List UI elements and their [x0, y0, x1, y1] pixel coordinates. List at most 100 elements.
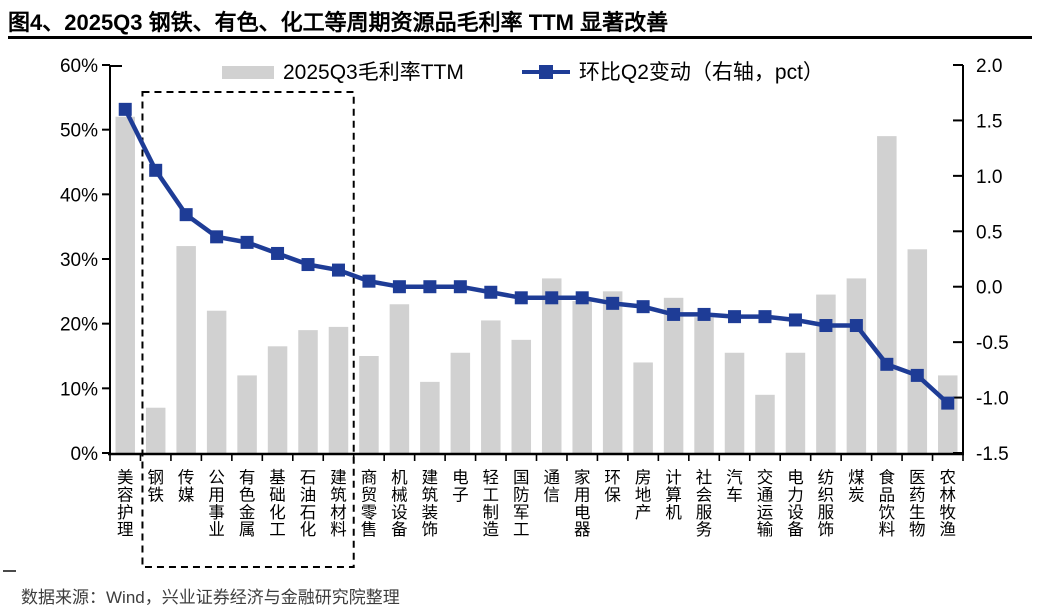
x-label-家用电器: 电 — [574, 503, 591, 522]
line-marker-房地产 — [636, 300, 650, 314]
bar-房地产 — [633, 362, 653, 453]
line-marker-钢铁 — [149, 163, 163, 177]
x-label-建筑材料: 材 — [330, 503, 347, 522]
x-label-电力设备: 备 — [787, 520, 804, 539]
line-marker-美容护理 — [118, 102, 132, 116]
line-marker-电力设备 — [788, 313, 802, 327]
x-label-石油石化: 化 — [300, 520, 317, 539]
x-label-农林牧渔: 农 — [940, 468, 957, 487]
x-label-建筑装饰: 饰 — [422, 520, 439, 539]
bar-电子 — [450, 352, 471, 453]
line-marker-公用事业 — [210, 230, 224, 244]
bar-家用电器 — [572, 301, 592, 453]
line-marker-商贸零售 — [362, 274, 376, 288]
x-label-石油石化: 石 — [300, 469, 317, 487]
x-label-交通运输: 通 — [757, 485, 774, 504]
x-label-美容护理: 护 — [117, 503, 134, 522]
bar-钢铁 — [145, 407, 166, 453]
bar-美容护理 — [115, 116, 135, 453]
x-label-国防军工: 国 — [513, 469, 530, 487]
line-marker-交通运输 — [758, 310, 772, 324]
figure-title: 图4、2025Q3 钢铁、有色、化工等周期资源品毛利率 TTM 显著改善 — [8, 10, 669, 35]
x-label-轻工制造: 工 — [483, 486, 500, 504]
x-label-交通运输: 交 — [757, 468, 774, 487]
x-label-社会服务: 社 — [696, 468, 713, 487]
line-marker-计算机 — [667, 307, 681, 321]
legend-line-marker-icon — [538, 65, 553, 79]
x-label-基础化工: 工 — [269, 521, 286, 539]
x-label-医药生物: 物 — [909, 520, 926, 539]
x-label-农林牧渔: 渔 — [940, 520, 957, 539]
left-tick-label: 40% — [60, 185, 98, 206]
line-marker-环保 — [606, 296, 620, 310]
right-tick-label: -1.0 — [976, 389, 1009, 410]
x-label-机械设备: 备 — [391, 520, 408, 539]
right-tick-label: 2.0 — [976, 56, 1002, 77]
legend-line-label: 环比Q2变动（右轴，pct） — [578, 60, 824, 84]
x-label-煤炭: 煤 — [848, 468, 865, 487]
line-marker-社会服务 — [697, 307, 711, 321]
x-label-农林牧渔: 林 — [940, 485, 957, 504]
line-marker-农林牧渔 — [941, 396, 955, 410]
bar-机械设备 — [389, 304, 410, 453]
title-underline — [8, 36, 1032, 39]
x-label-建筑装饰: 筑 — [422, 485, 439, 504]
x-label-商贸零售: 售 — [361, 520, 378, 539]
line-marker-电子 — [453, 280, 467, 294]
bar-医药生物 — [907, 249, 928, 453]
x-label-石油石化: 石 — [300, 504, 317, 522]
right-tick-label: 0.5 — [976, 222, 1002, 243]
line-marker-机械设备 — [392, 280, 406, 294]
bar-商贸零售 — [359, 356, 379, 453]
x-label-医药生物: 药 — [909, 485, 926, 504]
x-label-环保: 保 — [604, 485, 621, 504]
legend-bar-label: 2025Q3毛利率TTM — [283, 60, 464, 84]
x-label-商贸零售: 零 — [361, 504, 378, 522]
x-label-食品饮料: 料 — [879, 520, 896, 539]
x-label-公用事业: 用 — [208, 486, 225, 504]
x-label-煤炭: 炭 — [848, 485, 865, 504]
x-label-房地产: 房 — [635, 468, 652, 487]
x-label-电子: 子 — [452, 486, 469, 504]
x-label-家用电器: 用 — [574, 486, 591, 504]
x-label-房地产: 地 — [635, 485, 652, 504]
x-label-食品饮料: 品 — [879, 486, 896, 504]
x-label-基础化工: 础 — [269, 485, 286, 504]
line-marker-家用电器 — [575, 291, 589, 305]
bar-食品饮料 — [877, 136, 897, 453]
x-label-建筑装饰: 建 — [422, 468, 439, 487]
x-label-农林牧渔: 牧 — [940, 503, 957, 522]
bar-传媒 — [176, 246, 196, 453]
line-marker-纺织服饰 — [819, 319, 833, 333]
line-marker-食品饮料 — [880, 357, 894, 371]
bar-石油石化 — [298, 330, 318, 453]
x-label-纺织服饰: 织 — [818, 485, 835, 504]
bar-交通运输 — [755, 394, 775, 453]
x-label-计算机: 算 — [665, 485, 682, 504]
legend-line-swatch-icon — [521, 64, 570, 80]
bar-电力设备 — [785, 352, 806, 453]
x-label-纺织服饰: 服 — [818, 504, 835, 522]
x-label-国防军工: 防 — [513, 485, 530, 504]
right-tick-label: -1.5 — [976, 444, 1009, 465]
bar-建筑材料 — [328, 326, 349, 453]
x-label-建筑装饰: 装 — [422, 503, 439, 522]
right-tick-label: -0.5 — [976, 333, 1009, 354]
x-label-公用事业: 事 — [208, 503, 225, 522]
x-label-钢铁: 铁 — [147, 485, 164, 504]
line-marker-汽车 — [728, 310, 742, 324]
x-label-有色金属: 金 — [239, 503, 256, 522]
bar-环保 — [602, 291, 623, 453]
x-label-传媒: 媒 — [178, 485, 195, 504]
x-label-轻工制造: 造 — [483, 520, 500, 539]
x-label-电力设备: 力 — [787, 485, 804, 504]
bar-基础化工 — [267, 346, 288, 453]
x-label-国防军工: 工 — [513, 521, 530, 539]
x-label-纺织服饰: 纺 — [818, 468, 835, 487]
x-label-环保: 环 — [604, 469, 621, 487]
right-tick-label: 0.0 — [976, 278, 1002, 299]
legend-bar-swatch-icon — [222, 65, 274, 79]
x-label-社会服务: 服 — [696, 504, 713, 522]
line-marker-医药生物 — [910, 368, 924, 382]
bar-纺织服饰 — [816, 294, 836, 453]
